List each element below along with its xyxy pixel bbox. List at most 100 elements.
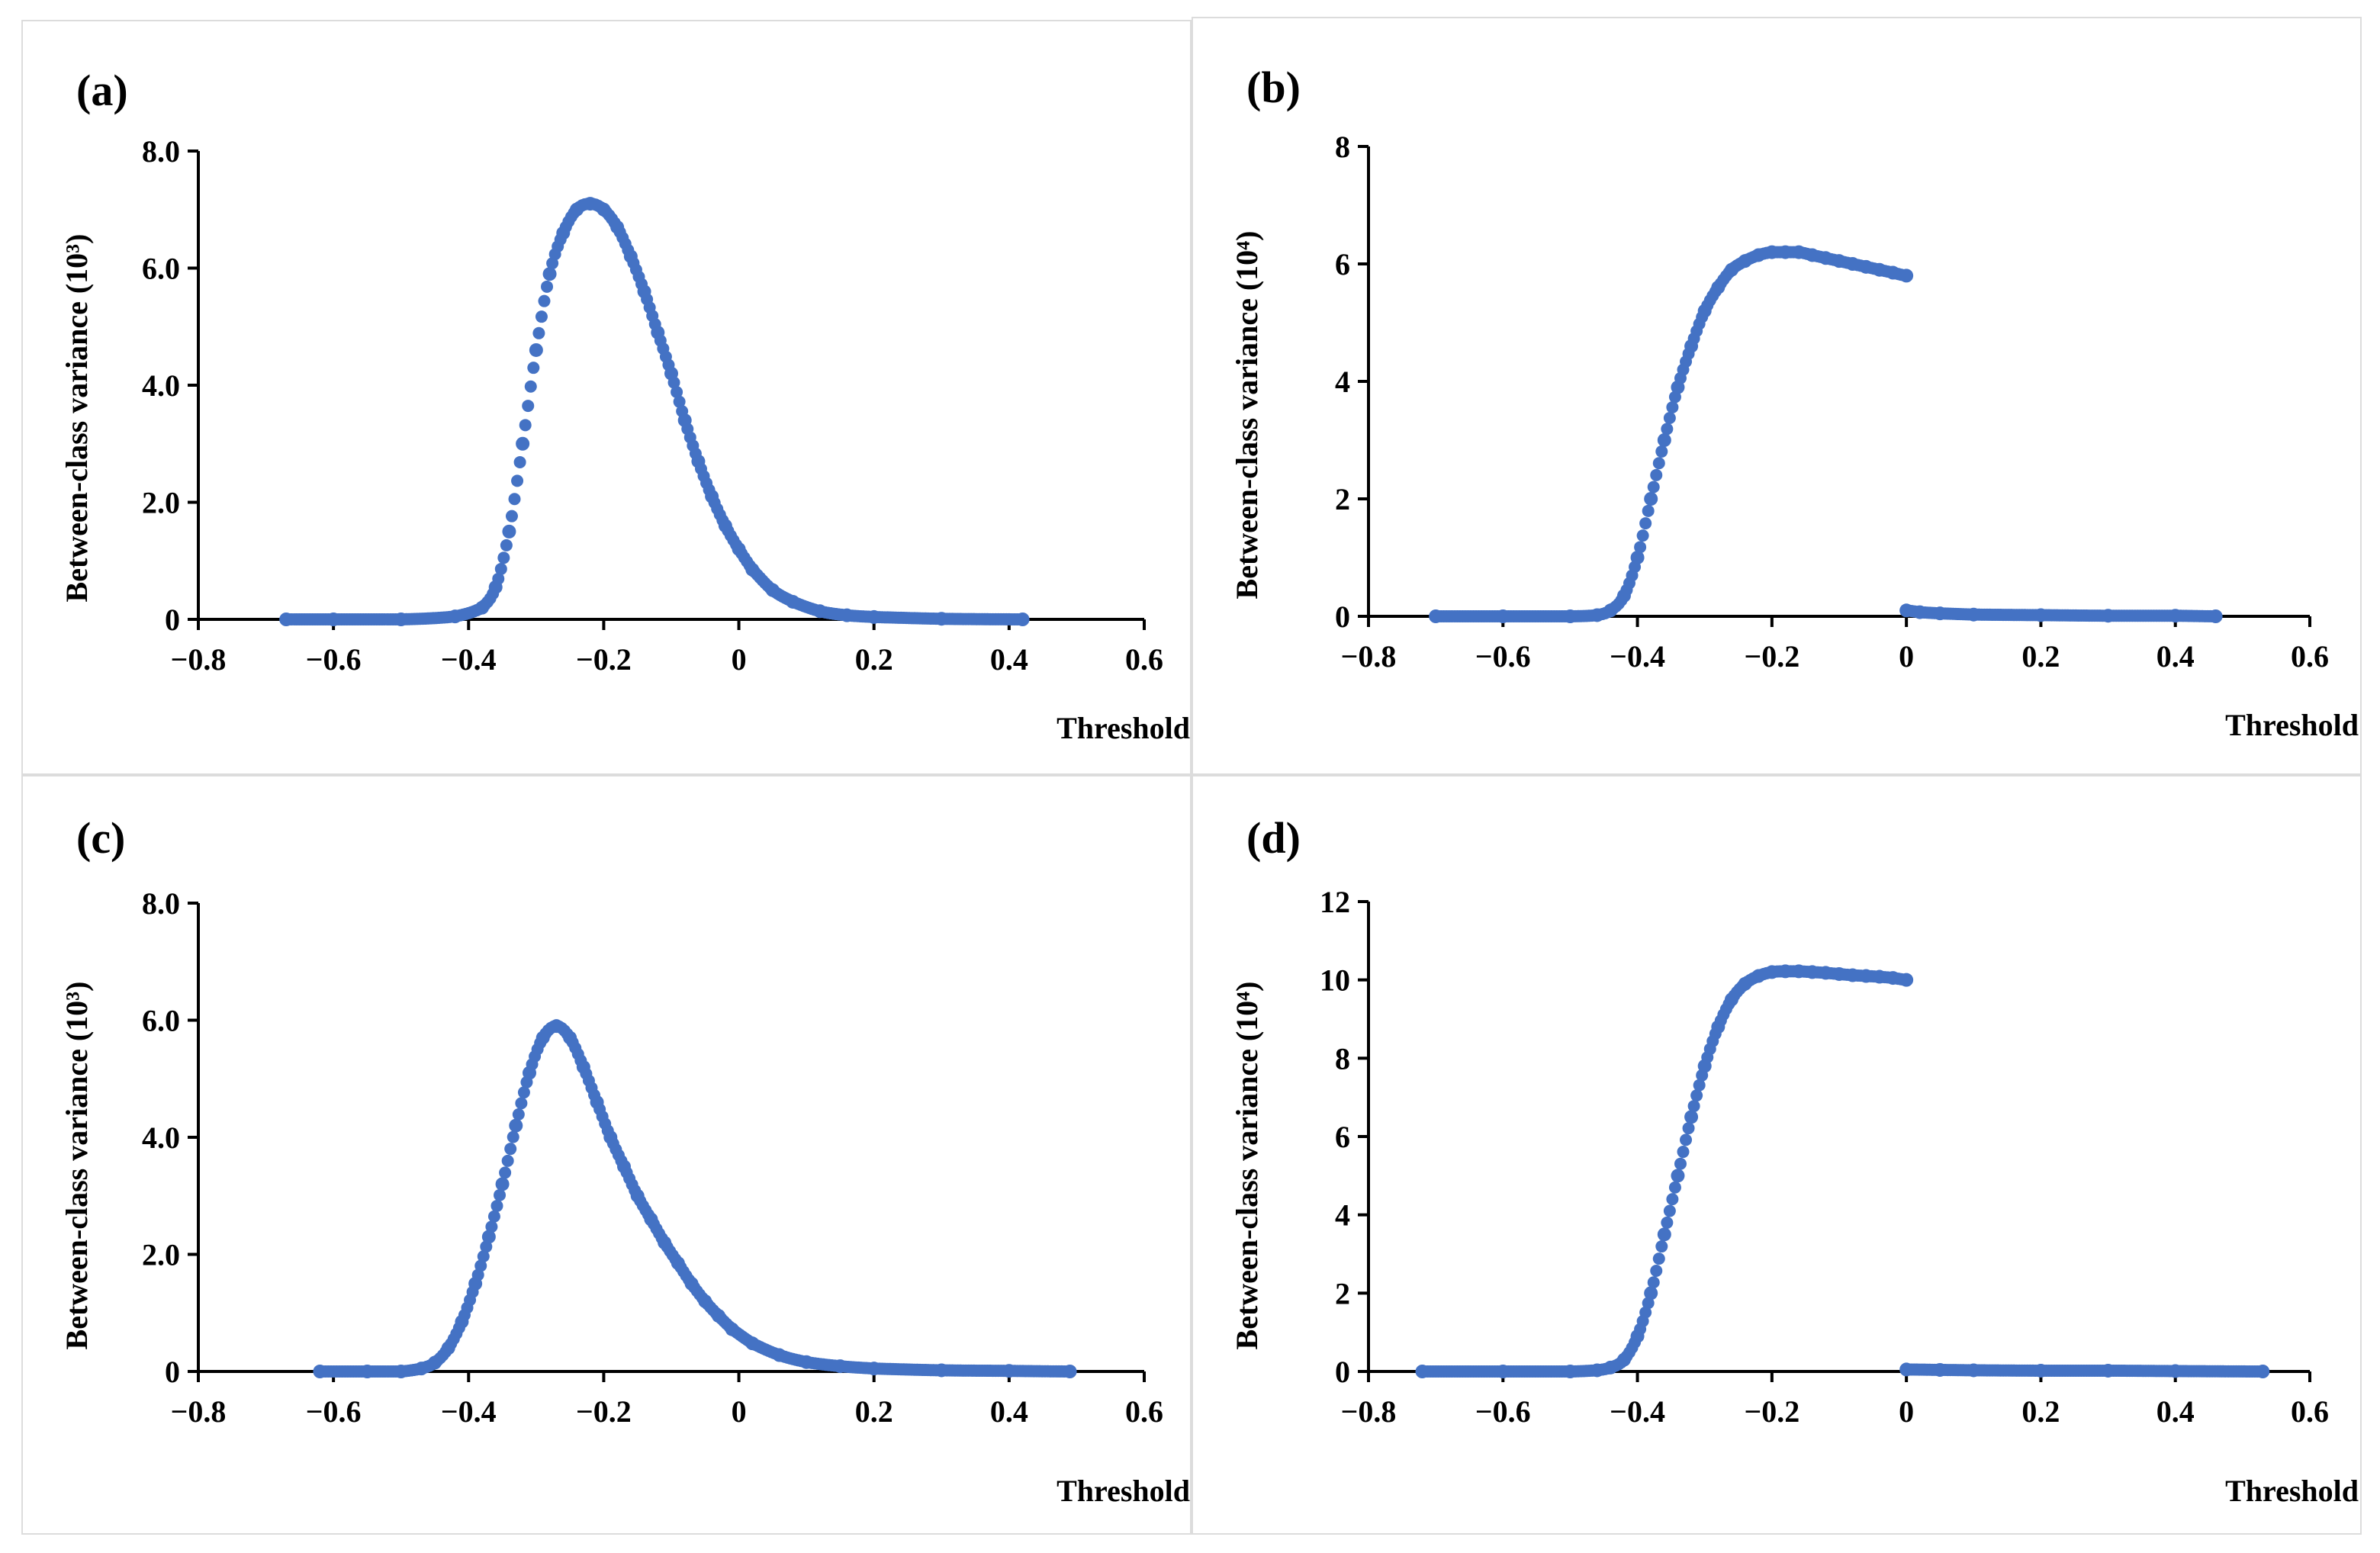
curve-dot-c [507, 1130, 519, 1143]
curve-dot-d [1663, 1204, 1676, 1217]
curve-dot-a [1016, 613, 1029, 625]
curve-dot-b [1663, 411, 1676, 424]
y-tick-label-b: 0 [1335, 600, 1350, 634]
y-tick-label-d: 2 [1335, 1276, 1350, 1310]
y-tick-label-a: 4.0 [142, 368, 180, 403]
curve-dot-d [1693, 1079, 1706, 1092]
x-tick-label-d: 0.4 [2156, 1394, 2195, 1429]
curve-dot-c [485, 1220, 498, 1233]
x-tick-label-a: 0.4 [990, 642, 1028, 677]
curve-dot-d [1685, 1111, 1698, 1124]
x-tick-label-b: 0.6 [2291, 639, 2329, 674]
panel-label-c: (c) [76, 813, 125, 863]
curve-dot-b [1634, 541, 1647, 554]
curve-dot-b [1658, 434, 1671, 446]
x-axis-title-b: Threshold [2225, 708, 2359, 742]
x-tick-label-d: 0 [1899, 1394, 1914, 1429]
curve-dot-c [494, 1188, 507, 1201]
curve-dot-c [517, 1086, 530, 1099]
curve-dot-d [1674, 1157, 1687, 1170]
x-axis-title-a: Threshold [1057, 711, 1190, 745]
curve-dot-b [1636, 529, 1649, 542]
y-tick-label-b: 8 [1335, 130, 1350, 164]
x-tick-label-b: −0.2 [1744, 639, 1799, 674]
chart-b-svg: (b) 0 2 4 6 8 −0.8 −0.6 −0.4 −0.2 0 0.2 0.4 0.6 Thresh… [1230, 63, 2359, 742]
curve-dot-a [527, 362, 540, 375]
y-tick-label-d: 10 [1320, 963, 1350, 998]
curve-dot-a [543, 268, 556, 281]
curve-dot-a [503, 525, 516, 538]
curve-dot-d [1639, 1306, 1652, 1319]
curve-dot-d [1650, 1265, 1663, 1278]
y-tick-label-b: 4 [1335, 365, 1350, 399]
curve-dot-d [1677, 1146, 1690, 1159]
x-tick-label-d: −0.2 [1744, 1394, 1799, 1429]
curve-dot-a [519, 419, 532, 432]
curve-dot-c [504, 1143, 517, 1156]
curve-dot-a [505, 510, 518, 522]
curve-dot-c [520, 1076, 533, 1088]
curve-dot-a [671, 386, 683, 399]
curve-dot-a [508, 493, 521, 506]
x-tick-label-b: 0 [1899, 639, 1914, 674]
x-tick-label-a: −0.8 [171, 642, 227, 677]
x-tick-label-c: −0.6 [306, 1394, 362, 1429]
y-tick-label-c: 4.0 [142, 1121, 180, 1155]
panel-label-d: (d) [1246, 813, 1301, 863]
curve-dot-d [1696, 1069, 1709, 1082]
x-tick-label-c: 0.6 [1125, 1394, 1163, 1429]
y-tick-label-d: 6 [1335, 1120, 1350, 1154]
series-b-1 [1899, 603, 2223, 623]
x-axis-title-c: Threshold [1057, 1474, 1190, 1508]
x-tick-label-b: 0.2 [2021, 639, 2060, 674]
x-tick-label-b: −0.8 [1341, 639, 1397, 674]
curve-dot-a [532, 326, 545, 339]
panel-label-a: (a) [76, 66, 128, 115]
x-tick-label-c: 0 [732, 1394, 747, 1429]
curve-dot-d [1680, 1133, 1693, 1146]
x-tick-label-b: −0.4 [1610, 639, 1665, 674]
curve-dot-b [1629, 561, 1642, 574]
curve-dot-c [490, 1199, 503, 1212]
curve-dot-b [1655, 445, 1668, 458]
curve-dot-c [496, 1178, 509, 1191]
curve-dot-a [529, 343, 542, 356]
y-tick-label-a: 0 [165, 603, 180, 637]
curve-dot-d [1900, 973, 1913, 986]
curve-dot-b [1650, 468, 1663, 481]
series-c-0 [313, 1019, 1077, 1378]
curve-dot-c [515, 1097, 528, 1110]
series-a-0 [279, 197, 1030, 626]
curve-dot-b [1661, 423, 1674, 436]
curve-dot-a [494, 562, 507, 575]
y-tick-label-d: 4 [1335, 1198, 1350, 1233]
series-d-0 [1415, 964, 1914, 1378]
y-tick-label-c: 2.0 [142, 1238, 180, 1272]
x-axis-title-d: Threshold [2225, 1474, 2359, 1508]
curve-dot-b [1652, 457, 1665, 470]
curve-dot-d [1690, 1089, 1703, 1102]
y-tick-label-c: 0 [165, 1355, 180, 1389]
x-tick-label-d: −0.8 [1341, 1394, 1397, 1429]
curve-dot-a [538, 294, 551, 307]
x-tick-label-d: −0.6 [1475, 1394, 1531, 1429]
curve-dot-c [482, 1230, 495, 1243]
y-tick-label-a: 6.0 [142, 252, 180, 286]
y-axis-title-c: Between-class variance (10³) [60, 982, 94, 1350]
y-axis-title-b: Between-class variance (10⁴) [1230, 231, 1264, 600]
x-tick-label-a: 0 [732, 642, 747, 677]
curve-dot-a [500, 539, 513, 551]
curve-dot-a [513, 455, 526, 468]
x-tick-label-c: −0.2 [576, 1394, 632, 1429]
curve-dot-b [1900, 269, 1913, 282]
chart-a-svg: (a) 0 2.0 4.0 6.0 8.0 −0.8 −0.6 −0.4 −0.2 0 0.2 0.4 0… [60, 66, 1190, 745]
curve-dot-d [1655, 1240, 1668, 1253]
curve-dot-b [1639, 517, 1652, 530]
curve-dot-a [516, 437, 529, 450]
curve-dot-c [1063, 1365, 1076, 1378]
curve-dot-a [673, 395, 686, 408]
curve-dot-b [1645, 493, 1658, 505]
curve-dot-d [2256, 1365, 2269, 1378]
y-axis-title-a: Between-class variance (10³) [60, 234, 94, 603]
x-tick-label-a: −0.6 [306, 642, 362, 677]
